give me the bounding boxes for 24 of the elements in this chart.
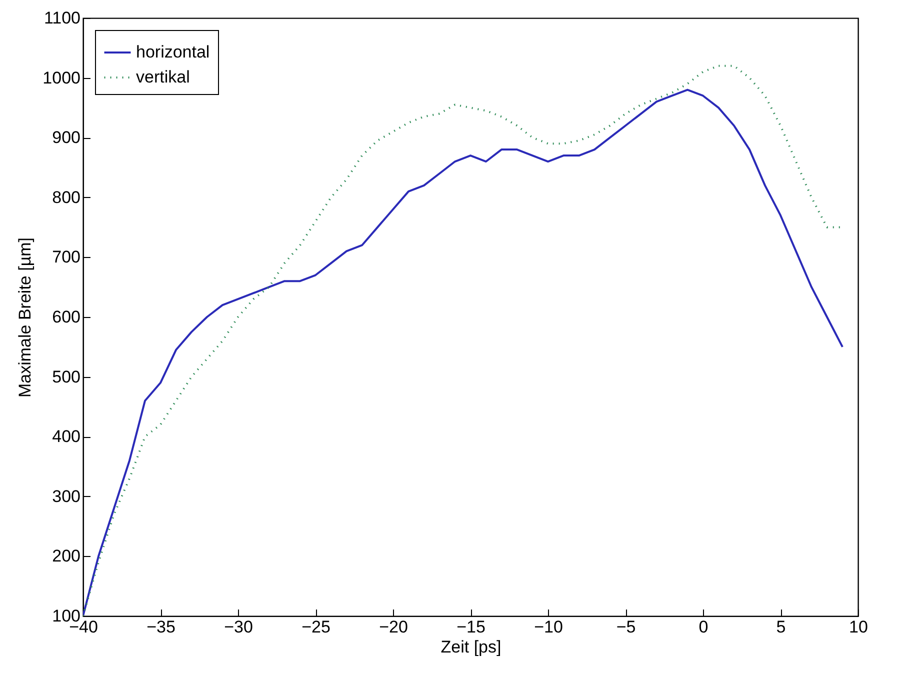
y-tick-label: 900 bbox=[52, 128, 80, 148]
y-tick-label: 300 bbox=[52, 486, 80, 506]
y-tick-label: 500 bbox=[52, 367, 80, 386]
x-tick-label: −15 bbox=[456, 618, 486, 636]
y-tick-label: 1000 bbox=[42, 68, 80, 88]
x-tick-label: −25 bbox=[302, 618, 330, 636]
legend-label: horizontal bbox=[136, 42, 210, 62]
y-axis-title: Maximale Breite [µm] bbox=[16, 238, 35, 398]
x-tick-label: 10 bbox=[849, 618, 868, 636]
x-tick-label: −20 bbox=[379, 618, 408, 636]
x-tick-label: −35 bbox=[146, 618, 176, 636]
x-tick-label: −10 bbox=[534, 618, 563, 636]
y-tick-label: 600 bbox=[52, 308, 80, 326]
y-tick-label: 1100 bbox=[44, 8, 80, 28]
y-tick-label: 700 bbox=[52, 248, 80, 267]
x-tick-label: −5 bbox=[616, 618, 636, 636]
x-tick-label: −30 bbox=[224, 618, 253, 636]
y-tick-label: 800 bbox=[52, 188, 80, 207]
y-tick-label: 200 bbox=[52, 546, 80, 566]
legend-label: vertikal bbox=[136, 68, 190, 86]
x-tick-label: 5 bbox=[776, 618, 786, 636]
x-axis-title: Zeit [ps] bbox=[440, 638, 502, 656]
x-tick-label: 0 bbox=[698, 618, 708, 636]
y-tick-label: 400 bbox=[52, 427, 80, 446]
